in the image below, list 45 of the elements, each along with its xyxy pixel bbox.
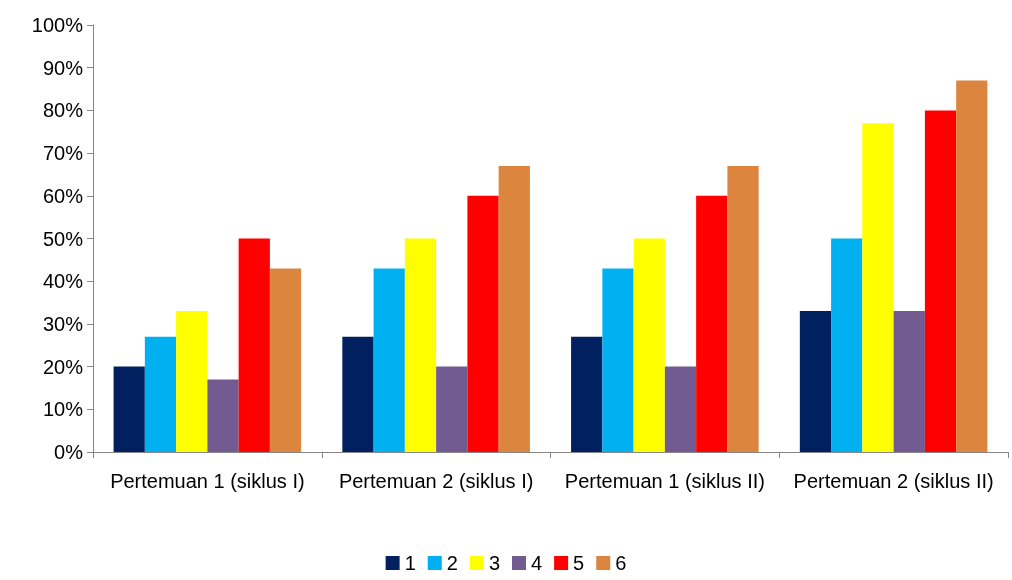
bar — [664, 366, 697, 452]
bar — [696, 195, 728, 452]
y-tick-label: 60% — [42, 184, 84, 207]
bar — [207, 379, 239, 452]
legend-label: 6 — [615, 552, 627, 574]
legend-label: 5 — [573, 552, 585, 574]
bar — [633, 238, 665, 452]
bar — [404, 238, 437, 452]
legend-label: 1 — [404, 552, 416, 574]
y-tick-label: 30% — [42, 312, 84, 335]
bar — [176, 311, 208, 452]
y-tick-label: 100% — [31, 14, 84, 36]
bar — [467, 195, 499, 452]
y-tick-label: 10% — [42, 398, 84, 421]
bar — [727, 165, 759, 452]
bar — [924, 110, 957, 452]
x-tick-label: Pertemuan 1 (siklus II) — [564, 470, 765, 492]
bar — [602, 268, 634, 452]
bar — [342, 336, 374, 452]
y-tick-label: 70% — [42, 142, 84, 165]
y-tick-label: 20% — [42, 355, 84, 378]
y-tick-label: 0% — [54, 441, 84, 463]
bar — [956, 80, 988, 452]
bar — [498, 165, 530, 452]
bar — [144, 336, 177, 452]
x-tick-label: Pertemuan 2 (siklus I) — [338, 470, 534, 492]
bar — [799, 311, 832, 452]
bar — [571, 336, 603, 452]
legend-label: 2 — [446, 552, 458, 574]
legend-label: 4 — [531, 552, 543, 574]
y-tick-label: 50% — [42, 227, 84, 250]
bar — [238, 238, 270, 452]
bar — [373, 268, 405, 452]
bar — [269, 268, 302, 452]
y-tick-label: 80% — [42, 99, 84, 122]
x-tick-label: Pertemuan 1 (siklus I) — [110, 470, 305, 492]
y-tick-label: 40% — [42, 270, 84, 293]
bar — [862, 123, 894, 452]
bar — [893, 311, 925, 452]
legend-label: 3 — [488, 552, 500, 574]
bar — [831, 238, 863, 452]
bar — [436, 366, 468, 452]
x-tick-label: Pertemuan 2 (siklus II) — [793, 470, 994, 492]
y-tick-label: 90% — [42, 56, 84, 79]
bar — [113, 366, 145, 452]
